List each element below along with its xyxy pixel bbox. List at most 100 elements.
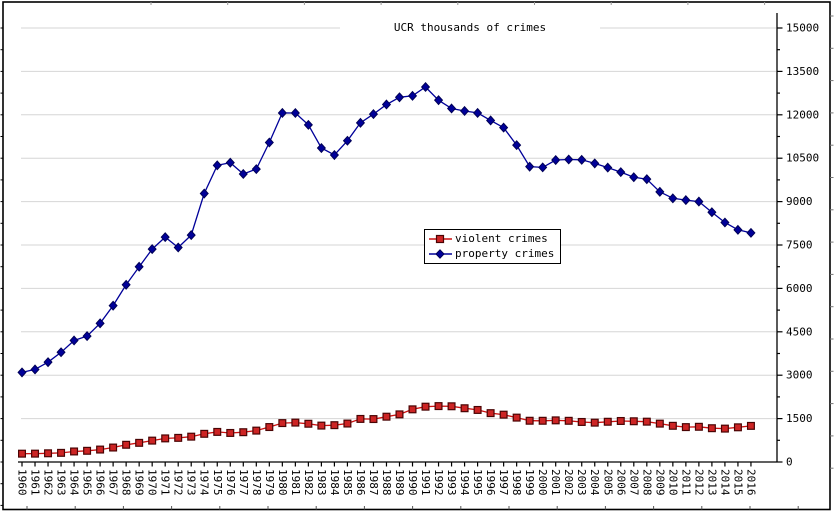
y-tick-label: 12000 (786, 108, 819, 121)
violent-data-point-marker (694, 422, 703, 431)
x-tick-label-year: 1996 (484, 469, 497, 496)
violent-data-point-marker (31, 449, 40, 458)
property-data-point-marker (707, 207, 717, 218)
property-data-point-marker (277, 107, 287, 118)
x-tick-label-year: 1990 (406, 469, 419, 496)
x-tick-label-year: 1977 (237, 469, 250, 496)
x-tick-label-year: 1960 (16, 469, 29, 496)
x-tick-label-year: 2000 (536, 469, 549, 496)
x-tick-label-year: 2008 (640, 469, 653, 496)
property-data-point-marker (147, 244, 157, 255)
violent-data-point-marker (603, 417, 612, 426)
violent-data-point-marker (590, 418, 599, 427)
x-tick-label-year: 1984 (328, 469, 341, 496)
x-tick-label-year: 1998 (510, 469, 523, 496)
property-series-legend-marker-icon (429, 249, 452, 259)
property-data-point-marker (446, 103, 457, 114)
violent-data-point-marker (291, 418, 300, 427)
violent-data-point-marker (148, 436, 157, 445)
property-data-point-marker (394, 92, 405, 103)
property-data-point-marker (642, 174, 652, 185)
property-data-point-marker (199, 188, 209, 199)
y-tick-label: 4500 (786, 325, 813, 338)
violent-series-legend-marker-icon (429, 234, 452, 244)
violent-data-point-marker (122, 440, 131, 449)
violent-data-point-marker (70, 447, 79, 456)
property-data-point-marker (629, 172, 639, 183)
x-tick-label-year: 1962 (42, 469, 55, 496)
property-data-point-marker (69, 335, 79, 346)
y-tick-label: 15000 (786, 22, 819, 35)
x-tick-label-year: 1964 (68, 469, 81, 496)
x-tick-label-year: 1971 (159, 469, 172, 496)
legend: violent crimes property crimes (424, 229, 562, 264)
x-tick-label-year: 1979 (263, 469, 276, 496)
violent-data-point-marker (616, 416, 625, 425)
property-data-point-marker (355, 117, 366, 128)
violent-data-point-marker (213, 427, 222, 436)
violent-data-point-marker (343, 419, 352, 428)
property-data-point-marker (316, 142, 326, 154)
property-data-point-marker (251, 164, 261, 175)
violent-data-point-marker (96, 445, 105, 454)
x-tick-label-year: 1991 (419, 469, 432, 496)
violent-data-point-marker (707, 424, 716, 433)
x-tick-label-year: 2015 (731, 469, 744, 496)
x-tick-label-year: 2009 (653, 469, 666, 496)
x-tick-label-year: 2004 (588, 469, 601, 496)
property-data-point-marker (564, 154, 574, 165)
x-tick-label-year: 2007 (627, 469, 640, 496)
property-data-point-marker (342, 135, 353, 146)
violent-data-point-marker (499, 410, 508, 419)
x-tick-label-year: 2003 (575, 469, 588, 496)
property-data-point-marker (681, 195, 691, 206)
property-data-point-marker (538, 162, 548, 173)
property-data-point-marker (577, 154, 587, 165)
violent-data-point-marker (629, 417, 638, 426)
x-tick-label-year: 2006 (614, 469, 627, 496)
violent-data-point-marker (252, 426, 261, 435)
property-data-point-marker (694, 196, 704, 207)
property-data-point-marker (17, 367, 27, 378)
violent-data-point-marker (174, 433, 183, 442)
violent-data-point-marker (200, 429, 209, 438)
legend-label-property-crimes: property crimes (455, 247, 555, 260)
violent-data-point-marker (226, 428, 235, 437)
violent-data-point-marker (382, 412, 391, 421)
property-data-point-marker (368, 109, 379, 120)
property-data-point-marker (82, 331, 92, 342)
gridlines (21, 27, 776, 420)
x-axis-ticks-labels: 1960 1961 1962 1963 1964 1965 1966 1967 1968 1969… (16, 462, 757, 496)
violent-data-point-marker (538, 416, 547, 425)
x-tick-label-year: 1966 (94, 469, 107, 496)
property-data-point-marker (473, 107, 483, 118)
violent-data-point-marker (668, 421, 677, 430)
violent-data-point-marker (551, 416, 560, 425)
x-tick-label-year: 1965 (81, 469, 94, 496)
property-data-point-marker (551, 154, 561, 166)
violent-data-point-marker (356, 414, 365, 423)
violent-data-point-marker (486, 409, 495, 418)
violent-data-point-marker (57, 448, 66, 457)
property-data-point-marker (733, 224, 743, 235)
violent-data-point-marker (161, 434, 170, 443)
x-tick-label-year: 1963 (55, 469, 68, 496)
violent-data-point-marker (408, 405, 417, 414)
property-data-point-marker (43, 357, 53, 368)
property-crimes-series (17, 81, 756, 378)
x-tick-label-year: 2001 (549, 469, 562, 496)
y-tick-label: 7500 (786, 239, 813, 252)
x-tick-label-year: 1978 (250, 469, 263, 496)
property-data-point-marker (212, 160, 222, 171)
x-tick-label-year: 1968 (120, 469, 133, 496)
y-tick-label: 10500 (786, 152, 819, 165)
x-tick-label-year: 2002 (562, 469, 575, 496)
y-tick-label: 6000 (786, 282, 813, 295)
x-tick-label-year: 1961 (29, 469, 42, 496)
legend-item-property-crimes: property crimes (428, 247, 554, 261)
y-tick-label: 3000 (786, 369, 813, 382)
violent-data-point-marker (434, 402, 443, 411)
property-data-point-marker (433, 95, 444, 106)
violent-crimes-series (18, 402, 755, 458)
